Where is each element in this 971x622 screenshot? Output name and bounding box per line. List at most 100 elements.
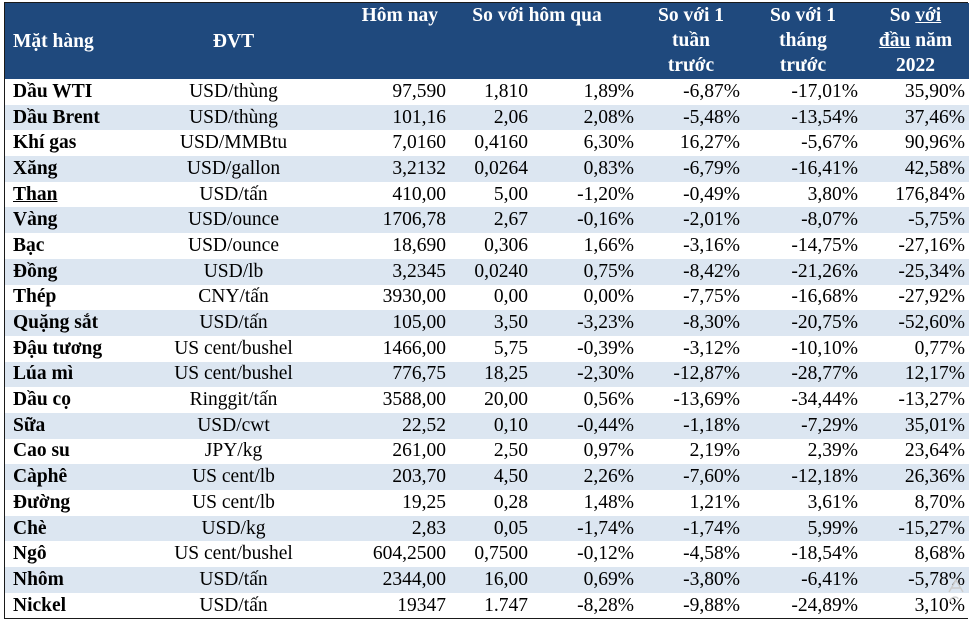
cell-change-pct: 1,48%: [532, 490, 638, 516]
cell-ytd: -27,92%: [862, 284, 969, 311]
header-vs-yesterday: So với hôm qua: [450, 3, 638, 79]
cell-today: 3930,00: [322, 284, 450, 311]
table-row: Dầu Brent USD/thùng 101,16 2,06 2,08% -5,48% -…: [5, 104, 969, 131]
cell-commodity: Chè: [5, 515, 145, 542]
cell-today: 19347: [322, 592, 450, 619]
header-vs-month-line2: tháng: [779, 30, 827, 51]
cell-change: 16,00: [450, 567, 532, 593]
cell-ytd: 26,36%: [862, 464, 969, 490]
cell-vs-month: -21,26%: [744, 258, 862, 285]
cell-today: 1466,00: [322, 335, 450, 362]
cell-today: 261,00: [322, 438, 450, 465]
cell-change: 5,75: [450, 335, 532, 362]
cell-change-pct: -0,39%: [532, 335, 638, 362]
cell-vs-month: -7,29%: [744, 412, 862, 439]
cell-vs-month: -8,07%: [744, 207, 862, 234]
cell-ytd: -5,75%: [862, 207, 969, 234]
cell-change-pct: 6,30%: [532, 130, 638, 157]
cell-change-pct: 0,00%: [532, 284, 638, 311]
cell-vs-week: -3,16%: [638, 233, 744, 259]
cell-ytd: 8,70%: [862, 490, 969, 516]
cell-commodity: Xăng: [5, 156, 145, 182]
cell-vs-week: -8,30%: [638, 310, 744, 336]
header-ytd-line1a: So: [889, 5, 916, 26]
cell-commodity: Dầu cọ: [5, 387, 145, 413]
cell-change: 0,28: [450, 490, 532, 516]
table-row: Thép CNY/tấn 3930,00 0,00 0,00% -7,75% -16,68%…: [5, 284, 969, 311]
cell-today: 105,00: [322, 310, 450, 336]
table-row: Nickel USD/tấn 19347 1.747 -8,28% -9,88% -24,8…: [5, 592, 969, 619]
header-vs-week-line1: So với 1: [657, 5, 725, 26]
header-ytd-line2a: đầu: [878, 30, 911, 51]
header-vs-week: So với 1 tuần trước: [638, 3, 744, 79]
cell-change-pct: -8,28%: [532, 592, 638, 619]
cell-vs-month: -17,01%: [744, 79, 862, 105]
cell-unit: USD/tấn: [145, 181, 322, 208]
cell-change: 0,05: [450, 515, 532, 542]
cell-vs-week: -3,12%: [638, 335, 744, 362]
cell-ytd: 176,84%: [862, 181, 969, 208]
cell-today: 7,0160: [322, 130, 450, 157]
header-ytd: So với đầu năm 2022: [862, 3, 969, 79]
cell-ytd: -52,60%: [862, 310, 969, 336]
cell-ytd: 8,68%: [862, 541, 969, 568]
cell-vs-month: -5,67%: [744, 130, 862, 157]
header-ytd-line3: 2022: [896, 55, 935, 76]
table-row: Chè USD/kg 2,83 0,05 -1,74% -1,74% 5,99% -15,27…: [5, 515, 969, 542]
cell-vs-month: -12,18%: [744, 464, 862, 490]
cell-change-pct: 2,26%: [532, 464, 638, 490]
cell-today: 19,25: [322, 490, 450, 516]
header-ytd-line1b: với: [915, 5, 942, 26]
cell-change: 0,0264: [450, 156, 532, 182]
cell-change-pct: 1,89%: [532, 79, 638, 105]
cell-unit: USD/lb: [145, 258, 322, 285]
header-vs-week-line2: tuần: [672, 30, 710, 51]
cell-vs-week: -2,01%: [638, 207, 744, 234]
cell-change: 0,00: [450, 284, 532, 311]
table-row: Than USD/tấn 410,00 5,00 -1,20% -0,49% 3,80% 17…: [5, 181, 969, 208]
cell-today: 1706,78: [322, 207, 450, 234]
cell-ytd: 37,46%: [862, 104, 969, 131]
cell-unit: USD/ounce: [145, 207, 322, 234]
header-vs-week-line3: trước: [667, 55, 715, 76]
cell-commodity: Nickel: [5, 592, 145, 619]
cell-change: 1.747: [450, 592, 532, 619]
cell-change: 4,50: [450, 464, 532, 490]
cell-vs-week: -3,80%: [638, 567, 744, 593]
cell-ytd: 3,10%: [862, 592, 969, 619]
cell-commodity: Cao su: [5, 438, 145, 465]
cell-commodity: Thép: [5, 284, 145, 311]
cell-unit: US cent/bushel: [145, 361, 322, 388]
cell-today: 3588,00: [322, 387, 450, 413]
cell-change: 2,67: [450, 207, 532, 234]
table-row: Đậu tương US cent/bushel 1466,00 5,75 -0,39%…: [5, 335, 969, 362]
cell-today: 2,83: [322, 515, 450, 542]
cell-change-pct: 0,83%: [532, 156, 638, 182]
commodity-price-table: Mặt hàng ĐVT Hôm nay So với hôm qua So v…: [5, 3, 969, 619]
cell-vs-month: -28,77%: [744, 361, 862, 388]
watermark-icon: [947, 578, 965, 608]
cell-commodity: Dầu WTI: [5, 79, 145, 105]
cell-vs-month: 3,80%: [744, 181, 862, 208]
cell-change-pct: 0,56%: [532, 387, 638, 413]
table-row: Dầu WTI USD/thùng 97,590 1,810 1,89% -6,87% -1…: [5, 79, 969, 105]
cell-today: 97,590: [322, 79, 450, 105]
table-row: Đồng USD/lb 3,2345 0,0240 0,75% -8,42% -21,26%…: [5, 258, 969, 285]
cell-change-pct: 0,97%: [532, 438, 638, 465]
cell-unit: USD/MMBtu: [145, 130, 322, 157]
cell-change-pct: 1,66%: [532, 233, 638, 259]
cell-vs-week: 2,19%: [638, 438, 744, 465]
table-row: Đường US cent/lb 19,25 0,28 1,48% 1,21% 3,61% 8…: [5, 490, 969, 516]
cell-ytd: 23,64%: [862, 438, 969, 465]
cell-commodity: Ngô: [5, 541, 145, 568]
cell-vs-week: -1,74%: [638, 515, 744, 542]
cell-change-pct: -3,23%: [532, 310, 638, 336]
cell-vs-month: -16,68%: [744, 284, 862, 311]
cell-change-pct: -0,12%: [532, 541, 638, 568]
table-row: Khí gas USD/MMBtu 7,0160 0,4160 6,30% 16,27% -…: [5, 130, 969, 157]
table-row: Dầu cọ Ringgit/tấn 3588,00 20,00 0,56% -13,69…: [5, 387, 969, 413]
cell-vs-week: -4,58%: [638, 541, 744, 568]
cell-change: 0,306: [450, 233, 532, 259]
table-row: Sữa USD/cwt 22,52 0,10 -0,44% -1,18% -7,29% 35,…: [5, 412, 969, 439]
header-vs-month: So với 1 tháng trước: [744, 3, 862, 79]
